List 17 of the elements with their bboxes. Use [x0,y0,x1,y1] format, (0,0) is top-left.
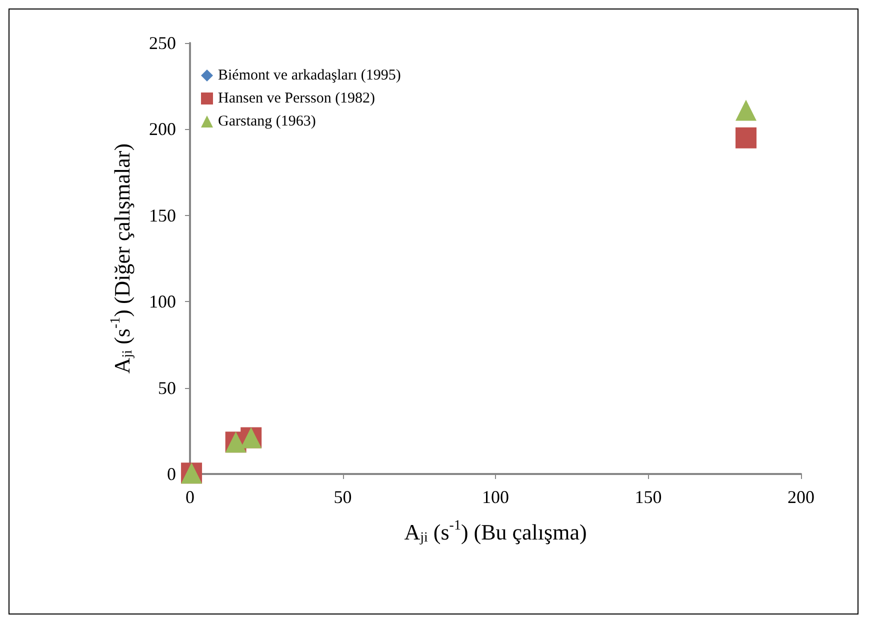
x-tick-label: 200 [788,487,814,507]
x-tick-label: 50 [334,487,352,507]
y-tick-label: 50 [158,378,176,398]
point [736,100,757,121]
y-tick-label: 250 [149,33,176,53]
y-tick-label: 150 [149,205,176,226]
y-tick-label: 0 [167,464,176,484]
x-tick-label: 100 [482,487,509,507]
x-tick-label: 150 [634,487,662,507]
y-tick-label: 200 [149,119,176,140]
legend-label: Hansen ve Persson (1982) [218,90,376,106]
point [736,127,757,148]
legend-label: Biémont ve arkadaşları (1995) [218,68,401,84]
legend-label: Garstang (1963) [218,114,316,130]
y-tick-label: 100 [149,292,176,312]
x-tick-label: 0 [186,487,194,507]
y-axis-title: Aji (s-1) (Diğer çalışmalar) [108,143,136,374]
